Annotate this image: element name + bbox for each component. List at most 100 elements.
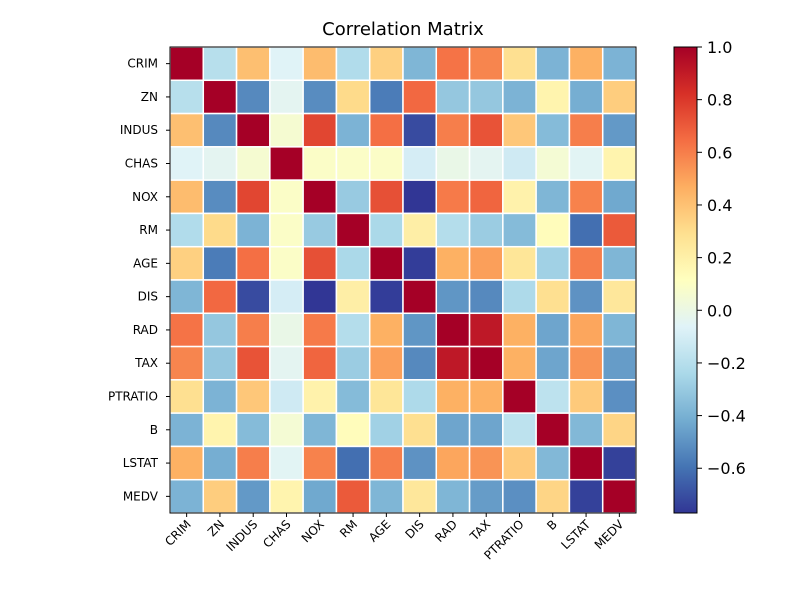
heatmap-cell-age-medv [601,245,637,281]
heatmap-cell-medv-indus [235,478,271,514]
heatmap-cell-indus-medv [601,112,637,148]
x-tick-label-dis: DIS [402,517,426,541]
heatmap-cell-rad-crim [169,312,205,348]
heatmap-cell-b-rm [335,412,371,448]
heatmap-cell-nox-nox [302,179,338,215]
heatmap-cell-ptratio-rad [435,379,471,414]
heatmap-cell-crim-tax [468,46,504,82]
x-tick-label-age: AGE [366,517,393,544]
heatmap-cell-indus-nox [302,112,338,148]
y-tick-label-rm: RM [139,223,158,237]
y-tick-label-medv: MEDV [123,489,159,503]
heatmap-cell-nox-crim [169,179,205,215]
heatmap-cell-medv-dis [402,478,438,514]
x-tick-label-medv: MEDV [592,517,627,552]
heatmap-cell-age-zn [202,245,238,281]
heatmap-cell-rm-rm [335,212,371,248]
heatmap-cell-b-chas [269,412,304,448]
heatmap-cell-rm-tax [468,212,504,248]
heatmap-cell-rad-rad [435,312,471,348]
y-tick-label-lstat: LSTAT [123,456,159,470]
heatmap-cell-medv-chas [269,478,304,514]
heatmap-cell-chas-ptratio [502,146,537,181]
heatmap-frame [169,46,637,514]
heatmap-cell-b-lstat [568,412,604,448]
colorbar-tick-label: −0.4 [707,407,746,426]
heatmap-cell-indus-tax [468,112,504,148]
heatmap-cell-nox-indus [235,179,271,215]
heatmap-cell-crim-dis [402,46,438,82]
heatmap-cell-rad-lstat [568,312,604,348]
x-tick-label-lstat: LSTAT [558,517,593,552]
heatmap-cell-crim-crim [169,46,205,82]
heatmap-cell-nox-rm [335,179,371,215]
y-axis-ticks: CRIM ZN INDUS CHAS NOX RM AGE DIS RAD TAX PTRATIO B… [108,57,170,503]
y-tick-label-zn: ZN [141,90,158,104]
heatmap-cell-crim-b [535,46,571,82]
heatmap-cell-crim-rad [435,46,471,82]
heatmap-cell-age-tax [468,245,504,281]
heatmap-cell-ptratio-tax [468,379,504,414]
heatmap-cell-rad-chas [269,312,304,348]
heatmap-cell-b-b [535,412,571,448]
heatmap-cell-rm-medv [601,212,637,248]
heatmap-cell-crim-chas [269,46,304,82]
heatmap-cell-nox-medv [601,179,637,215]
heatmap-cell-age-rad [435,245,471,281]
heatmap-cell-lstat-dis [402,445,438,481]
heatmap-cell-b-medv [601,412,637,448]
heatmap-cell-medv-lstat [568,478,604,514]
heatmap-cell-crim-zn [202,46,238,82]
x-tick-label-zn: ZN [205,517,227,539]
heatmap-cell-lstat-nox [302,445,338,481]
heatmap-cell-nox-lstat [568,179,604,215]
heatmap-cell-crim-ptratio [502,46,537,82]
heatmap-cell-indus-rad [435,112,471,148]
x-tick-label-chas: CHAS [260,517,293,550]
heatmap-cell-b-age [368,412,404,448]
heatmap-cell-dis-dis [402,279,438,315]
x-tick-label-b: B [544,517,560,533]
chart-title: Correlation Matrix [322,19,484,40]
heatmap-cell-indus-lstat [568,112,604,148]
y-tick-label-dis: DIS [138,290,158,304]
heatmap-cell-age-crim [169,245,205,281]
heatmap-cell-dis-rad [435,279,471,315]
heatmap-cell-chas-age [368,146,404,181]
heatmap-cell-dis-b [535,279,571,315]
heatmap-cell-lstat-rm [335,445,371,481]
heatmap-cell-rad-rm [335,312,371,348]
heatmap-cell-indus-zn [202,112,238,148]
heatmap-cell-b-crim [169,412,205,448]
heatmap-cell-ptratio-b [535,379,571,414]
heatmap-cell-zn-medv [601,79,637,115]
heatmap-cell-chas-medv [601,146,637,181]
y-tick-label-tax: TAX [134,356,158,370]
colorbar-frame [673,46,698,514]
heatmap-cell-lstat-rad [435,445,471,481]
heatmap-cell-tax-rm [335,345,371,381]
heatmap-cell-b-rad [435,412,471,448]
colorbar [674,47,697,513]
heatmap-cell-medv-rm [335,478,371,514]
heatmap-cell-rm-ptratio [502,212,537,248]
heatmap-cell-age-age [368,245,404,281]
heatmap-cell-dis-indus [235,279,271,315]
heatmap-cell-zn-rad [435,79,471,115]
heatmap-cell-zn-tax [468,79,504,115]
heatmap-cell-tax-chas [269,345,304,381]
heatmap-cell-tax-indus [235,345,271,381]
heatmap-cell-rad-nox [302,312,338,348]
heatmap-cell-nox-chas [269,179,304,215]
heatmap-cell-indus-indus [235,112,271,148]
heatmap-cell-rad-ptratio [502,312,537,348]
heatmap-cell-crim-rm [335,46,371,82]
heatmap-cell-zn-rm [335,79,371,115]
heatmap-cell-nox-zn [202,179,238,215]
heatmap-cell-age-ptratio [502,245,537,281]
heatmap-cell-dis-nox [302,279,338,315]
heatmap-cell-rm-nox [302,212,338,248]
heatmap-cell-dis-chas [269,279,304,315]
heatmap-cell-crim-lstat [568,46,604,82]
